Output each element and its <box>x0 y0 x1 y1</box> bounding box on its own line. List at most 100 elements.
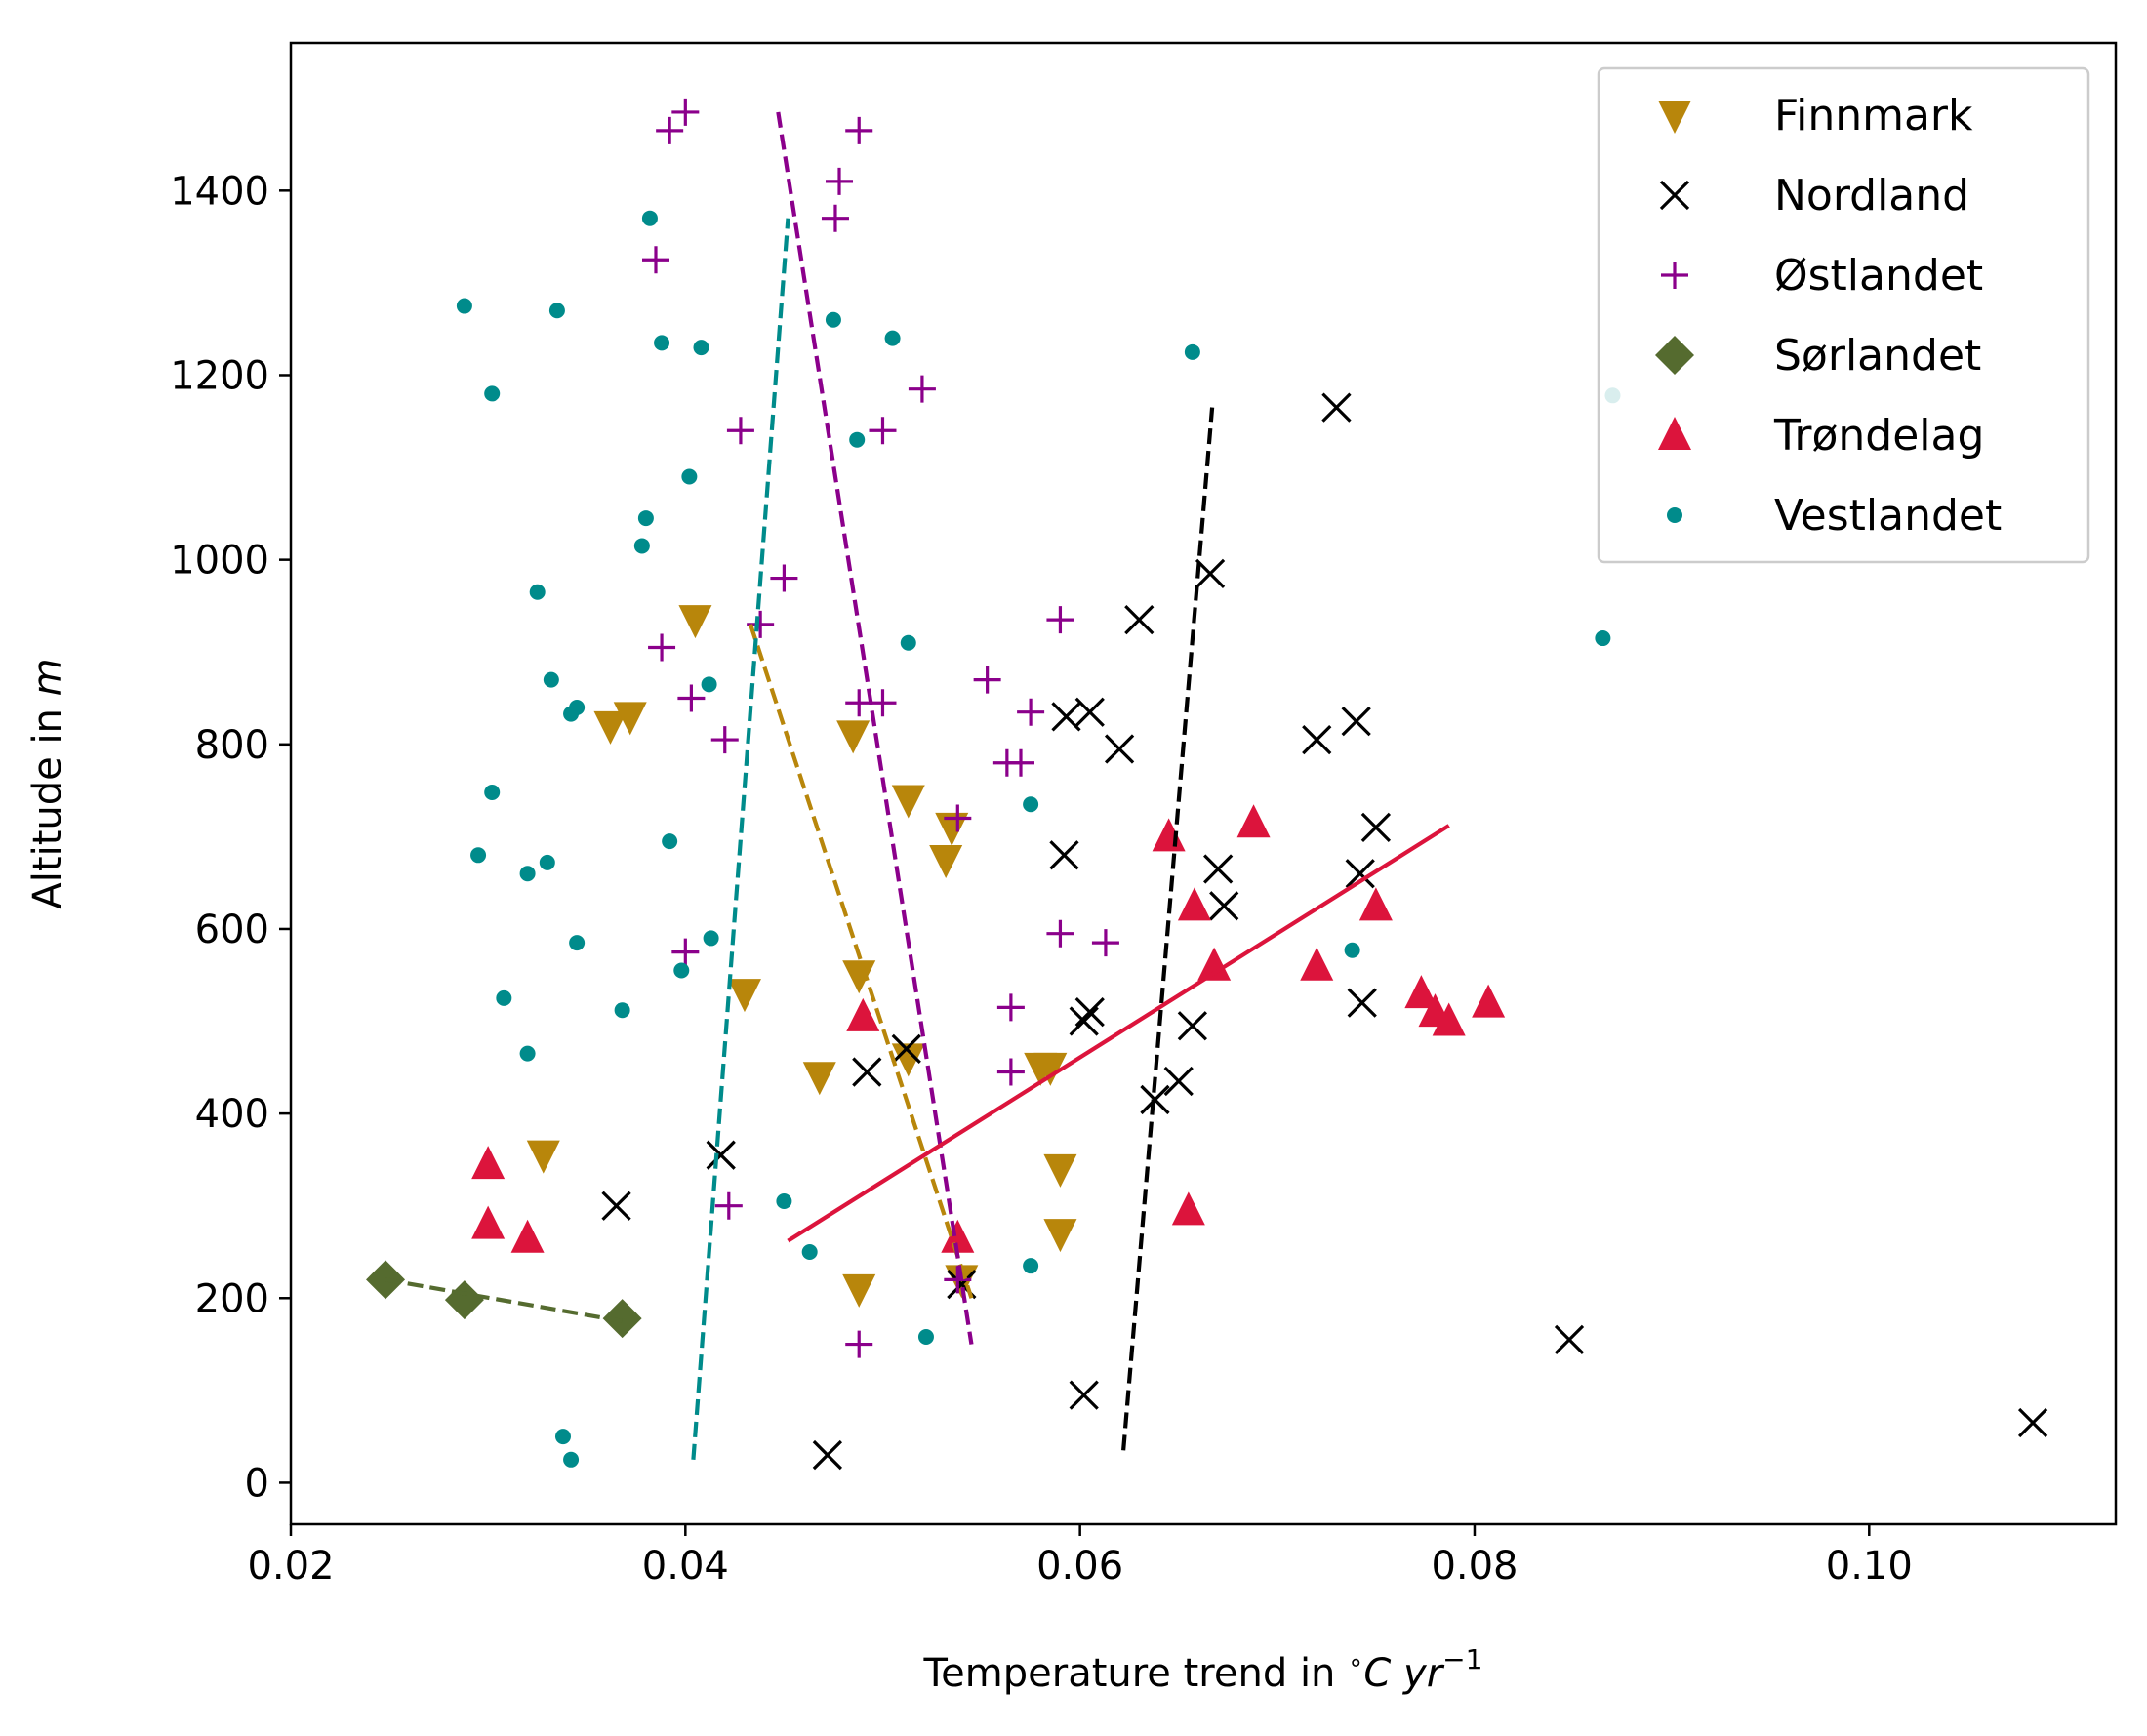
data-point-sorlandet <box>444 1280 484 1320</box>
data-point-trondelag <box>1300 947 1334 981</box>
legend-item-finnmark: Finnmark <box>1658 91 1973 141</box>
data-point-ostlandet <box>656 116 684 144</box>
trend-line-ostlandet <box>776 111 974 1345</box>
data-point-nordland <box>1069 1006 1099 1036</box>
series-nordland <box>601 392 2048 1471</box>
legend-item-vestlandet: Vestlandet <box>1667 491 2002 541</box>
series-vestlandet <box>456 210 1621 1468</box>
data-point-trondelag <box>1472 984 1506 1018</box>
data-point-vestlandet <box>563 706 580 722</box>
data-point-vestlandet <box>1184 343 1200 360</box>
data-point-vestlandet <box>539 854 555 870</box>
y-axis-label: Altitude in m <box>25 658 70 908</box>
x-axis-label-exponent: −1 <box>1442 1643 1482 1675</box>
data-point-ostlandet <box>1007 748 1034 777</box>
data-point-vestlandet <box>543 671 559 688</box>
data-point-ostlandet <box>944 1266 972 1294</box>
legend-label: Sørlandet <box>1774 331 1981 381</box>
data-point-vestlandet <box>456 298 472 314</box>
data-point-nordland <box>1051 702 1081 732</box>
legend-item-ostlandet: Østlandet <box>1661 251 1983 301</box>
data-point-nordland <box>1345 859 1375 889</box>
plot-area-frame <box>289 41 2118 1526</box>
series-finnmark <box>526 605 1077 1308</box>
data-point-nordland <box>1554 1324 1585 1354</box>
data-point-vestlandet <box>917 1329 934 1346</box>
data-point-sorlandet <box>602 1299 642 1339</box>
data-point-vestlandet <box>633 538 650 554</box>
data-point-ostlandet <box>770 564 798 592</box>
data-point-finnmark <box>727 979 761 1013</box>
x-tick-label: 0.10 <box>1826 1544 1913 1589</box>
legend-item-sorlandet: Sørlandet <box>1655 331 1981 381</box>
data-point-nordland <box>1074 697 1105 727</box>
data-point-nordland <box>1069 1380 1099 1410</box>
data-point-vestlandet <box>900 634 916 651</box>
data-point-vestlandet <box>641 210 658 226</box>
x-tick-label: 0.02 <box>247 1544 334 1589</box>
y-tick-label: 1400 <box>170 169 269 214</box>
data-point-ostlandet <box>1046 919 1074 948</box>
legend-marker-trondelag <box>1658 417 1691 450</box>
data-point-finnmark <box>678 605 712 639</box>
data-point-nordland <box>1347 988 1377 1018</box>
data-point-ostlandet <box>726 417 754 445</box>
data-point-trondelag <box>846 997 880 1031</box>
data-point-finnmark <box>842 1273 876 1308</box>
y-tick-label: 200 <box>195 1276 269 1321</box>
legend-item-trondelag: Trøndelag <box>1658 411 1984 461</box>
data-point-finnmark <box>526 1140 560 1174</box>
x-tick-label: 0.08 <box>1431 1544 1518 1589</box>
legend-marker-sorlandet <box>1655 336 1694 375</box>
data-point-vestlandet <box>496 989 512 1006</box>
legend-label: Trøndelag <box>1773 411 1984 461</box>
data-point-ostlandet <box>1046 606 1074 634</box>
data-point-finnmark <box>1043 1153 1077 1188</box>
trend-line-trondelag <box>787 824 1450 1243</box>
data-point-ostlandet <box>845 116 873 144</box>
data-point-nordland <box>1195 558 1226 588</box>
data-point-vestlandet <box>662 833 678 850</box>
data-point-trondelag <box>1177 887 1211 921</box>
data-point-finnmark <box>1033 1052 1068 1086</box>
data-point-vestlandet <box>569 935 586 951</box>
data-point-trondelag <box>941 1219 975 1253</box>
data-point-trondelag <box>1152 818 1186 852</box>
data-point-nordland <box>852 1057 882 1087</box>
data-point-vestlandet <box>614 1002 630 1019</box>
data-point-nordland <box>1049 840 1079 870</box>
data-point-vestlandet <box>563 1451 580 1468</box>
data-point-finnmark <box>1043 1219 1077 1253</box>
y-tick-label: 0 <box>245 1461 269 1506</box>
y-tick-label: 400 <box>195 1092 269 1137</box>
data-point-nordland <box>1302 724 1332 755</box>
data-point-trondelag <box>510 1219 545 1253</box>
series-ostlandet <box>642 98 1119 1358</box>
data-point-vestlandet <box>519 1045 536 1062</box>
data-point-finnmark <box>945 1265 979 1299</box>
data-point-nordland <box>1104 734 1135 764</box>
x-axis-label-unit: C yr <box>1363 1651 1444 1696</box>
data-point-vestlandet <box>1023 1258 1039 1274</box>
y-tick-label: 800 <box>195 723 269 768</box>
trend-layer <box>385 111 1450 1460</box>
data-point-ostlandet <box>821 204 849 232</box>
data-point-vestlandet <box>673 962 690 979</box>
data-point-nordland <box>1209 891 1239 921</box>
data-point-ostlandet <box>996 993 1025 1022</box>
data-point-finnmark <box>842 960 876 994</box>
data-point-vestlandet <box>484 385 501 402</box>
data-point-finnmark <box>891 1043 925 1077</box>
data-point-finnmark <box>935 812 969 846</box>
data-point-nordland <box>1203 854 1234 884</box>
data-point-nordland <box>2017 1407 2048 1438</box>
x-tick-label: 0.04 <box>642 1544 729 1589</box>
x-tick-label: 0.06 <box>1036 1544 1123 1589</box>
data-point-ostlandet <box>1017 698 1045 726</box>
data-point-trondelag <box>1432 1002 1466 1036</box>
data-point-trondelag <box>1404 975 1438 1009</box>
data-point-nordland <box>812 1439 843 1471</box>
data-point-vestlandet <box>884 330 901 346</box>
legend-marker-nordland <box>1659 180 1690 211</box>
